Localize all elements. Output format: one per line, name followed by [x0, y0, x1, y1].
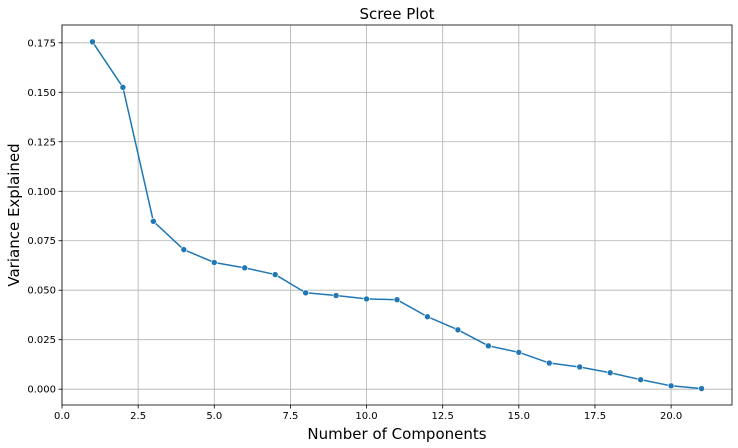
y-tick-label: 0.025	[27, 335, 56, 346]
x-tick-label: 20.0	[660, 411, 682, 422]
data-point	[424, 313, 431, 321]
data-point	[485, 342, 492, 350]
data-point	[241, 264, 249, 272]
data-point	[150, 218, 157, 225]
data-point	[271, 271, 279, 278]
y-tick-label: 0.125	[27, 137, 56, 148]
data-point	[393, 296, 401, 304]
y-tick-label: 0.100	[27, 187, 56, 198]
data-point	[363, 295, 370, 303]
data-point	[180, 246, 188, 253]
data-point	[454, 326, 462, 334]
grid	[61, 25, 732, 405]
x-tick-label: 12.5	[432, 411, 454, 422]
x-axis-title: Number of Components	[307, 425, 486, 443]
x-tick-label: 7.5	[282, 411, 298, 422]
data-point	[515, 349, 523, 356]
x-tick-label: 17.5	[584, 411, 606, 422]
data-point	[119, 84, 127, 91]
y-tick-label: 0.075	[27, 236, 56, 247]
x-tick-label: 2.5	[130, 411, 146, 422]
x-tick-label: 10.0	[355, 411, 377, 422]
x-tick-label: 5.0	[206, 411, 222, 422]
x-tick-label: 0.0	[54, 411, 70, 422]
data-point	[545, 359, 553, 367]
data-point	[606, 369, 614, 377]
y-axis-title: Variance Explained	[5, 143, 23, 286]
ticks: 0.0 2.5 5.0 7.5 10.0 12.5 15.0 17.5 20.0 0.000 0.0…	[27, 38, 682, 422]
y-tick-label: 0.150	[27, 88, 56, 99]
y-tick-label: 0.000	[27, 385, 56, 396]
data-point	[210, 259, 218, 266]
x-tick-label: 15.0	[508, 411, 530, 422]
data-point	[332, 292, 340, 299]
data-point	[698, 385, 705, 392]
y-tick-label: 0.050	[27, 286, 56, 297]
data-point	[667, 382, 675, 390]
series	[89, 38, 705, 392]
data-point	[89, 38, 96, 46]
data-point	[576, 363, 584, 371]
y-tick-label: 0.175	[27, 38, 56, 49]
plot-area-frame	[61, 24, 733, 406]
data-point	[637, 376, 644, 383]
chart-title: Scree Plot	[359, 5, 434, 23]
data-point	[302, 289, 309, 297]
